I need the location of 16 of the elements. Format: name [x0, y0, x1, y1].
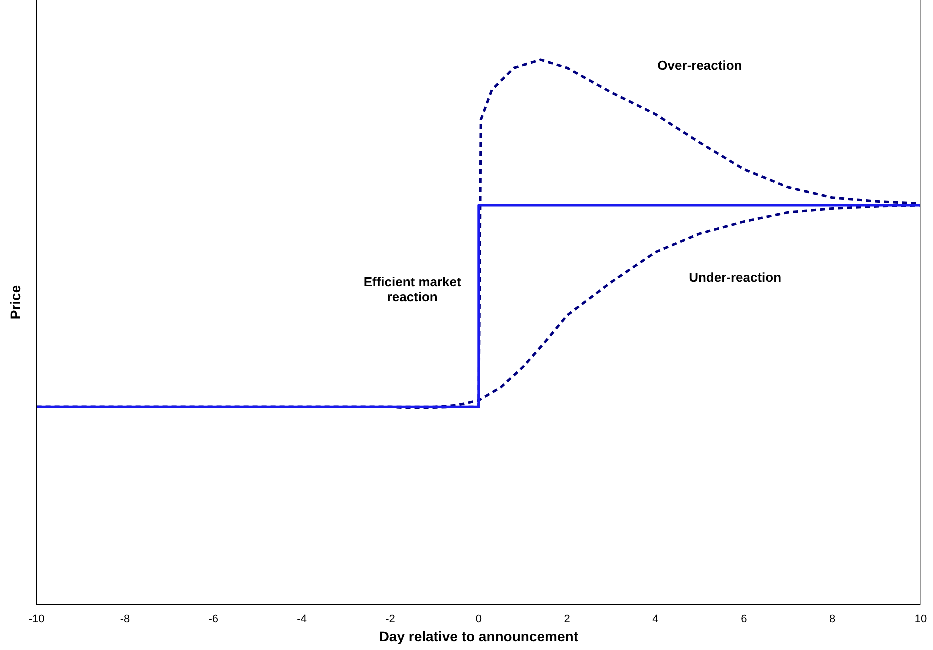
x-tick-label: -6 — [208, 614, 219, 626]
x-tick-label: -4 — [297, 614, 307, 626]
x-tick-label: 10 — [914, 614, 928, 626]
x-tick-label: 8 — [830, 614, 836, 626]
x-axis-title: Day relative to announcement — [379, 628, 579, 644]
text: Under-reaction — [689, 270, 782, 285]
x-tick-label: 2 — [564, 614, 570, 626]
x-tick-label: -10 — [28, 614, 45, 626]
x-tick-label: -2 — [386, 614, 396, 626]
series-label: Efficient market reaction — [364, 274, 462, 304]
y-axis-title: Price — [7, 285, 24, 320]
text: Over-reaction — [658, 58, 742, 74]
x-tick-label: -8 — [120, 614, 130, 626]
x-tick-label: 0 — [476, 614, 482, 626]
x-tick-label: 4 — [652, 614, 659, 626]
x-tick-label: 6 — [741, 614, 748, 626]
